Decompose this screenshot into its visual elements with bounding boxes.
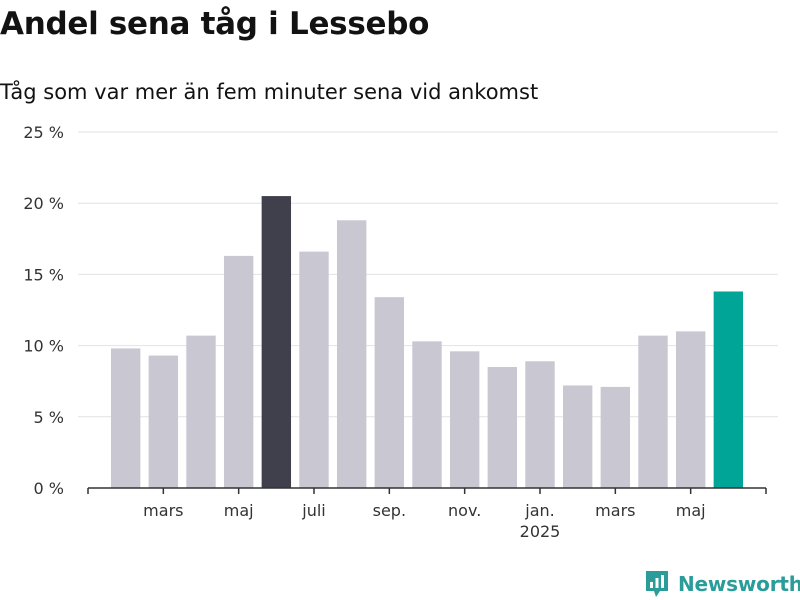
x-tick-label: mars: [595, 501, 635, 520]
bar: [412, 341, 442, 488]
newsworthy-logo-icon: [646, 571, 668, 597]
chart-title: Andel sena tåg i Lessebo: [0, 6, 430, 42]
bar: [148, 355, 179, 488]
x-tick-label: maj: [676, 501, 706, 520]
bar: [299, 251, 329, 488]
x-tick-label: sep.: [373, 501, 406, 520]
bar: [374, 297, 405, 488]
bar: [110, 348, 141, 488]
bar: [562, 385, 593, 488]
bar: [487, 366, 518, 488]
bar: [600, 386, 631, 488]
brand-name: Newsworthy: [678, 572, 800, 596]
x-tick-label: jan.: [524, 501, 554, 520]
y-tick-label: 15 %: [23, 265, 64, 284]
bar: [638, 335, 668, 488]
x-tick-label: maj: [224, 501, 254, 520]
x-tick-label: juli: [301, 501, 325, 520]
x-tick-label: mars: [143, 501, 183, 520]
bar: [713, 291, 744, 488]
y-tick-label: 20 %: [23, 194, 64, 213]
x-tick-label: nov.: [448, 501, 481, 520]
bar: [449, 351, 480, 488]
chart-subtitle: Tåg som var mer än fem minuter sena vid …: [0, 80, 539, 104]
y-tick-label: 25 %: [23, 123, 64, 142]
brand-logo: Newsworthy: [644, 569, 800, 599]
bar: [186, 335, 216, 488]
bar: [675, 331, 706, 488]
bar: [223, 255, 254, 488]
x-tick-year-label: 2025: [520, 522, 561, 541]
y-tick-label: 5 %: [34, 408, 64, 427]
bar: [525, 361, 555, 488]
y-tick-label: 0 %: [34, 479, 64, 498]
bar: [261, 196, 292, 488]
bar: [336, 220, 367, 488]
y-tick-label: 10 %: [23, 337, 64, 356]
